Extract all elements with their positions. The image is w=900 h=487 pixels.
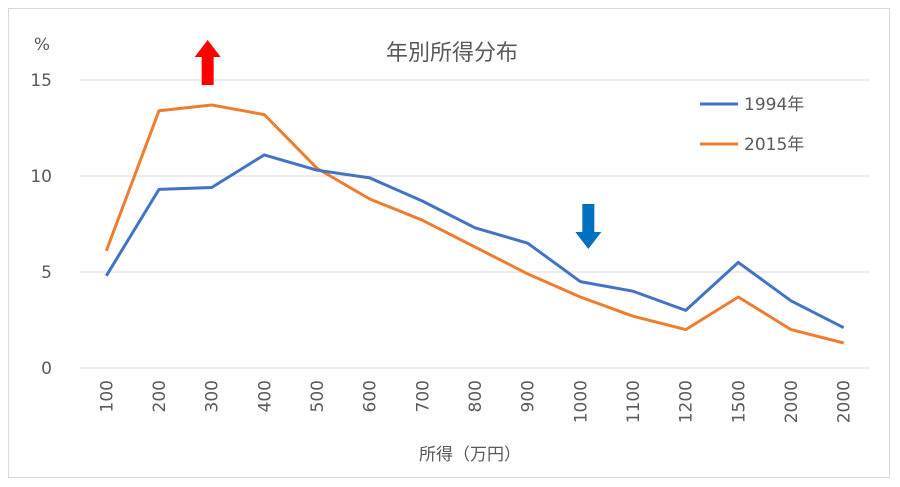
series-lines <box>104 103 845 345</box>
y-tick-label: 0 <box>41 359 52 379</box>
y-tick-label: 10 <box>30 167 52 187</box>
x-tick-label: 500 <box>308 380 328 412</box>
x-tick-label: 400 <box>255 380 275 412</box>
chart-frame <box>8 8 890 478</box>
x-tick-label: 1000 <box>571 380 591 423</box>
legend: 1994年 2015年 <box>700 95 804 155</box>
x-tick-label: 300 <box>203 380 223 412</box>
y-tick-label: 15 <box>30 71 52 91</box>
x-tick-label: 700 <box>413 380 433 412</box>
arrow-up-icon <box>194 40 221 85</box>
x-tick-label: 600 <box>361 380 381 412</box>
annotations <box>194 40 602 249</box>
y-axis-unit-label: % <box>34 35 50 55</box>
series-line-0 <box>105 153 845 330</box>
x-tick-label: 2000 <box>835 380 855 423</box>
x-axis-ticks: 100 200 300 400 500 600 700 800 900 1000 1100 1200 1… <box>97 380 854 423</box>
x-tick-label: 100 <box>97 380 117 412</box>
x-tick-label: 800 <box>466 380 486 412</box>
x-tick-label: 900 <box>519 380 539 412</box>
series-line-1 <box>104 103 845 345</box>
gridlines <box>80 79 870 369</box>
chart-title: 年別所得分布 <box>386 41 518 66</box>
x-tick-label: 1200 <box>677 380 697 423</box>
x-tick-label: 1100 <box>624 380 644 423</box>
legend-label: 2015年 <box>744 135 804 155</box>
arrow-down-icon <box>575 204 602 249</box>
x-tick-label: 1500 <box>729 380 749 423</box>
y-axis-ticks: 0 5 10 15 <box>30 71 52 379</box>
x-axis-label: 所得（万円） <box>419 445 521 465</box>
y-tick-label: 5 <box>41 263 52 283</box>
x-tick-label: 2000 <box>782 380 802 423</box>
x-tick-label: 200 <box>150 380 170 412</box>
legend-label: 1994年 <box>744 95 804 115</box>
